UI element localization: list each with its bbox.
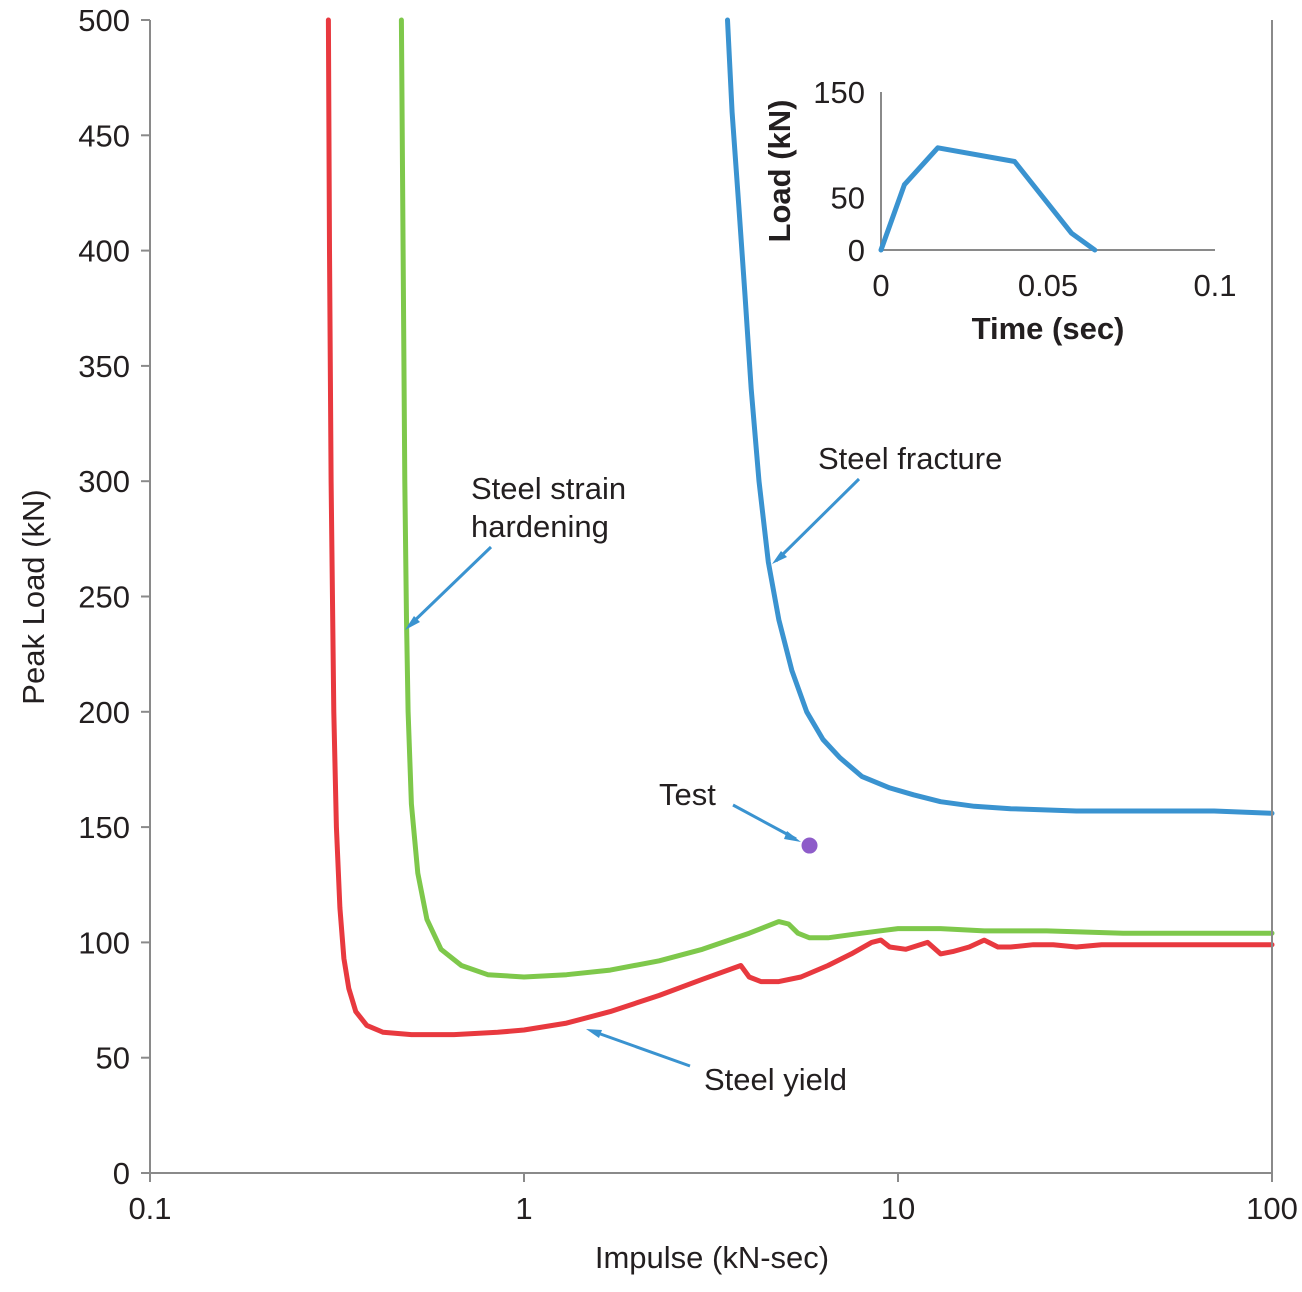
annotation-steel-yield: Steel yield (704, 1062, 847, 1097)
marker-test (801, 837, 818, 854)
arrowhead-steel-yield (586, 1029, 602, 1038)
y-tick-label: 400 (78, 234, 130, 269)
inset-series-line (878, 145, 1098, 253)
y-tick-label: 250 (78, 580, 130, 615)
series-line-steel-yield (325, 17, 1275, 1038)
main-axes (141, 19, 1273, 1182)
x-axis-title: Impulse (kN-sec) (595, 1240, 829, 1275)
arrow-steel-strain-hardening (407, 545, 493, 628)
x-tick-label: 10 (881, 1191, 915, 1226)
series-line-steel-strain-hardening (398, 17, 1275, 980)
inset-x-tick-label: 0 (872, 268, 889, 303)
inset-chart: 0 50 150 0 0.05 0.1 Time (sec) Load (kN) (762, 75, 1237, 346)
y-tick-label: 450 (78, 118, 130, 153)
annotation-steel-fracture: Steel fracture (818, 441, 1002, 476)
x-tick-label: 0.1 (128, 1191, 171, 1226)
y-tick-label: 0 (113, 1156, 130, 1191)
y-tick-label: 50 (96, 1041, 130, 1076)
x-tick-label: 100 (1246, 1191, 1298, 1226)
annotation-steel-strain-hardening-line2: hardening (471, 509, 609, 544)
inset-y-tick-label: 50 (831, 180, 865, 215)
arrowhead-steel-strain-hardening (405, 616, 420, 630)
series-line-steel-fracture (725, 17, 1275, 816)
inset-tick-labels: 0 50 150 0 0.05 0.1 (813, 75, 1236, 303)
inset-x-tick-label: 0.1 (1193, 268, 1236, 303)
inset-y-axis-title: Load (kN) (762, 100, 797, 243)
arrowhead-steel-fracture (772, 551, 787, 564)
y-tick-label: 150 (78, 810, 130, 845)
annotation-test: Test (659, 777, 716, 812)
inset-x-tick-label: 0.05 (1018, 268, 1078, 303)
inset-y-tick-label: 150 (813, 75, 865, 110)
x-tick-label: 1 (515, 1191, 532, 1226)
y-tick-label: 350 (78, 349, 130, 384)
y-tick-label: 100 (78, 925, 130, 960)
y-axis-title: Peak Load (kN) (16, 489, 51, 704)
inset-axes (880, 92, 1215, 251)
arrow-steel-fracture (774, 477, 861, 563)
arrow-steel-yield (591, 1029, 691, 1068)
inset-y-tick-label: 0 (848, 233, 865, 268)
inset-series-lines (878, 145, 1098, 253)
arrowhead-test (784, 831, 801, 842)
y-tick-label: 500 (78, 3, 130, 38)
annotations: Steel fracture Steel strain hardening Te… (405, 441, 1002, 1097)
y-tick-label: 300 (78, 464, 130, 499)
main-markers (801, 837, 818, 854)
y-tick-label: 200 (78, 695, 130, 730)
arrow-test (732, 803, 797, 841)
annotation-steel-strain-hardening-line1: Steel strain (471, 471, 626, 506)
inset-x-axis-title: Time (sec) (972, 311, 1125, 346)
main-series-lines (325, 17, 1275, 1038)
